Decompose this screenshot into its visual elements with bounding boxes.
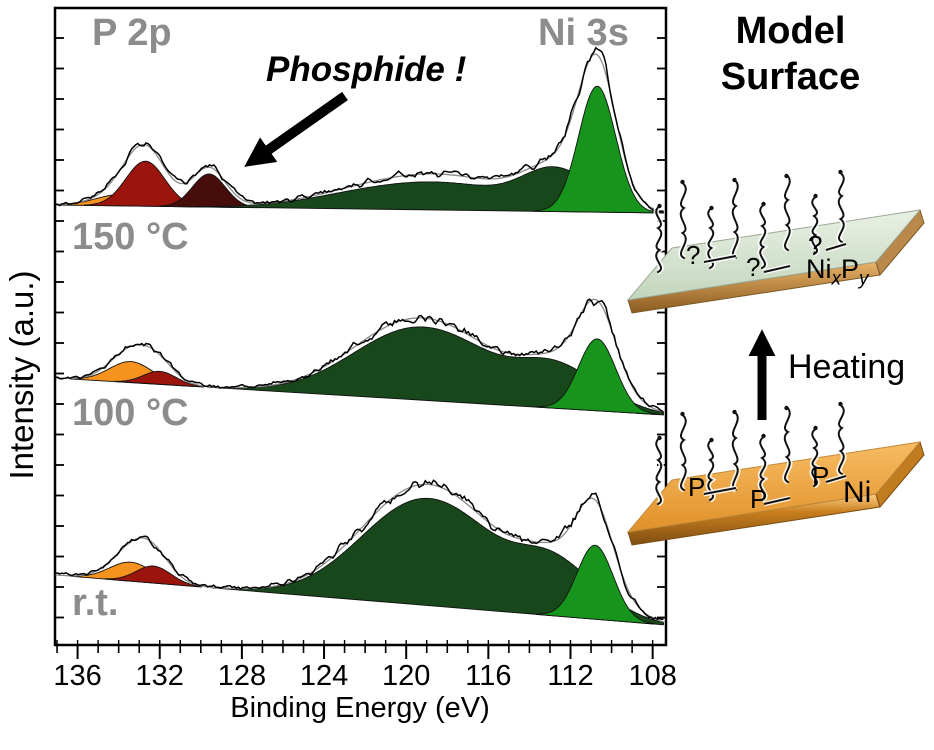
model-surface-title-line1: Model [735, 10, 846, 52]
component-ni3s-metal-brightgreen-fill [535, 338, 658, 415]
p-anchor-2: P [750, 484, 768, 514]
nixpy-formula-y: y [859, 268, 869, 290]
x-tick-label: 116 [465, 660, 511, 692]
x-tick-label: 136 [53, 660, 101, 692]
nixpy-formula: NixPy [806, 254, 869, 290]
model-surface-title-line2: Surface [720, 56, 861, 98]
p-anchor-3: P [812, 461, 830, 491]
x-tick-label: 120 [382, 660, 430, 692]
component-phosphonate-red-fill [104, 565, 202, 588]
ni-slab-label: Ni [843, 476, 872, 509]
component-phosphonate-red-fill [114, 370, 204, 388]
question-anchor-3: ? [808, 230, 823, 260]
heating-label: Heating [788, 348, 906, 386]
p-anchor-1: P [688, 472, 706, 502]
x-tick-label: 128 [218, 660, 266, 692]
plot-frame [53, 6, 668, 647]
nixpy-formula-ni: Ni [806, 254, 832, 284]
y-axis-title: Intensity (a.u.) [3, 270, 41, 480]
raw-spectrum-line [55, 298, 664, 413]
raw-spectrum-line [55, 479, 664, 621]
component-ni3s-metal-brightgreen-fill [535, 544, 654, 625]
region-label-ni3s: Ni 3s [538, 12, 629, 54]
phosphide-annotation: Phosphide ! [266, 50, 467, 89]
nixpy-formula-p: P [841, 254, 860, 284]
x-tick-label: 124 [300, 660, 348, 692]
x-axis-title: Binding Energy (eV) [230, 692, 490, 724]
region-label-p2p: P 2p [92, 12, 172, 54]
panel-label-rt: r.t. [72, 582, 119, 624]
panel-label-150c: 150 °C [72, 216, 189, 258]
panel-label-100c: 100 °C [72, 392, 189, 434]
question-anchor-1: ? [686, 240, 701, 270]
x-tick-label: 112 [547, 660, 593, 692]
component-phosphide-maroon-fill [159, 173, 260, 209]
x-tick-label: 108 [628, 660, 676, 692]
component-ni3s-metal-brightgreen-fill [533, 85, 660, 214]
nixpy-formula-x: x [831, 268, 842, 290]
raw-spectrum-line [55, 46, 664, 213]
question-anchor-2: ? [746, 252, 761, 282]
fit-envelope-line [55, 53, 664, 212]
x-tick-label: 132 [136, 660, 184, 692]
